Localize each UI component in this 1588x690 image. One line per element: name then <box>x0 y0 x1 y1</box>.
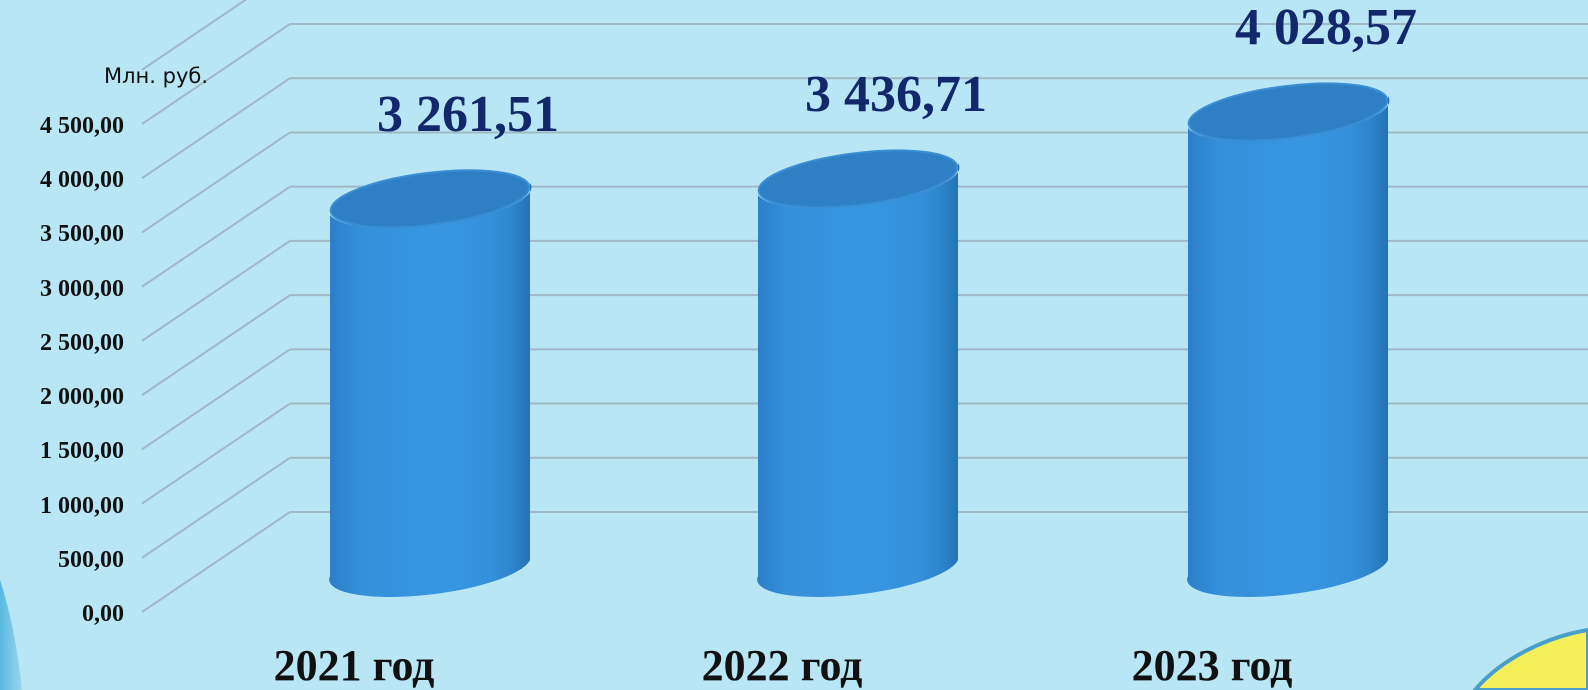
bar-1 <box>329 169 532 597</box>
y-tick-label: 2 000,00 <box>40 384 124 411</box>
gridline-diagonal <box>141 402 291 505</box>
corner-decoration-right <box>1472 627 1588 690</box>
bar-top <box>1187 82 1389 142</box>
gridline-diagonal <box>141 131 291 234</box>
y-tick-label: 3 000,00 <box>40 275 124 302</box>
gridline-diagonal <box>141 77 291 180</box>
bar-body <box>329 182 532 597</box>
gridline-diagonal <box>141 511 291 613</box>
gridline-diagonal <box>141 456 291 559</box>
gridline-diagonal <box>141 294 291 396</box>
gridline-diagonal <box>141 348 291 451</box>
y-tick-label: 1 000,00 <box>40 492 124 519</box>
gridline-diagonal <box>141 185 291 288</box>
y-tick-label: 0,00 <box>82 601 124 627</box>
corner-decoration-left <box>0 580 22 690</box>
bar-top <box>757 149 959 209</box>
y-tick-label: 2 500,00 <box>40 329 124 356</box>
data-label: 3 436,71 <box>805 65 987 123</box>
bar-top <box>329 169 531 229</box>
bar-body <box>1187 96 1390 597</box>
y-tick-label: 1 500,00 <box>40 438 124 465</box>
y-tick-label: 4 000,00 <box>40 167 124 194</box>
x-tick-label: 2023 год <box>1131 641 1293 690</box>
y-axis-unit-label: Млн. руб. <box>104 64 209 88</box>
data-label: 3 261,51 <box>377 85 559 143</box>
y-tick-label: 500,00 <box>58 546 124 573</box>
gridline-diagonal <box>141 23 291 125</box>
bar-body <box>757 162 960 597</box>
bar-2 <box>757 149 960 597</box>
gridline-diagonal <box>141 0 248 71</box>
gridline-diagonal <box>141 240 291 342</box>
y-tick-label: 3 500,00 <box>40 221 124 248</box>
bar-3 <box>1187 82 1390 597</box>
data-label: 4 028,57 <box>1235 0 1417 56</box>
y-tick-label: 4 500,00 <box>40 113 124 139</box>
x-tick-label: 2022 год <box>701 641 863 690</box>
x-tick-label: 2021 год <box>273 641 435 690</box>
